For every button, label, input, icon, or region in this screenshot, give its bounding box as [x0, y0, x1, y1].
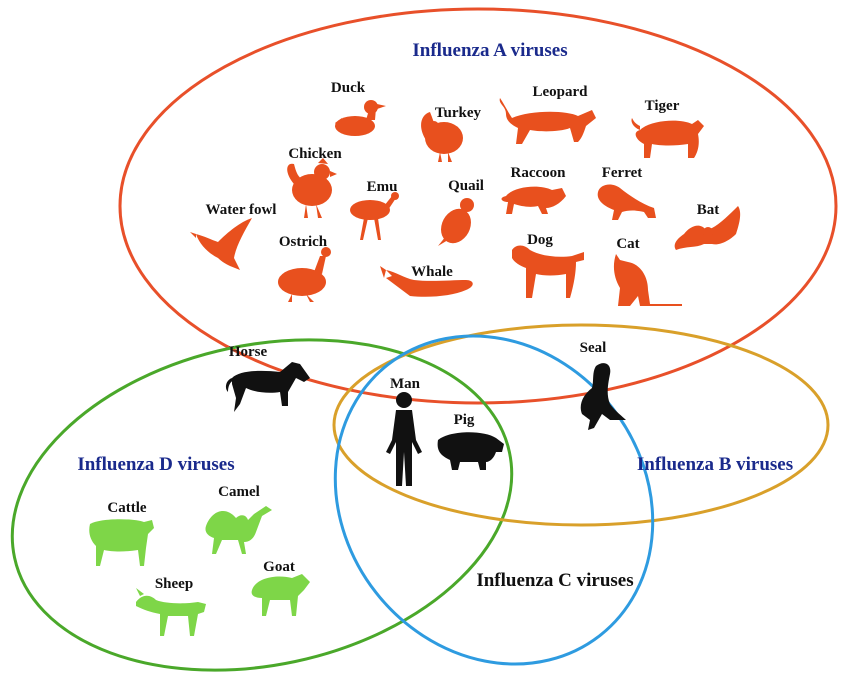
tiger-icon: [631, 118, 704, 158]
dog-label: Dog: [527, 232, 553, 248]
pig-icon: [437, 432, 504, 470]
seal-label: Seal: [580, 340, 607, 356]
camel-icon: [205, 506, 272, 554]
influenza-a-ellipse: [118, 7, 838, 405]
man-icon: [386, 392, 422, 486]
tiger-label: Tiger: [645, 98, 680, 114]
water-fowl-label: Water fowl: [206, 202, 277, 218]
raccoon-icon: [501, 186, 566, 214]
influenza-c-ellipse: [333, 334, 655, 666]
goat-icon: [251, 574, 310, 616]
raccoon-label: Raccoon: [511, 165, 567, 181]
whale-icon: [380, 266, 473, 297]
emu-icon: [350, 192, 399, 240]
bat-label: Bat: [697, 202, 720, 218]
influenza-d-title: Influenza D viruses: [77, 454, 234, 475]
water-fowl-icon: [190, 218, 252, 270]
dog-icon: [512, 245, 584, 298]
goat-label: Goat: [263, 559, 295, 575]
influenza-c-title: Influenza C viruses: [476, 570, 633, 591]
camel-label: Camel: [218, 484, 260, 500]
leopard-label: Leopard: [532, 84, 588, 100]
ferret-icon: [597, 184, 656, 220]
quail-icon: [438, 198, 474, 246]
influenza-d-ellipse: [10, 338, 514, 672]
cattle-label: Cattle: [107, 500, 146, 516]
duck-icon: [335, 100, 386, 136]
horse-label: Horse: [229, 344, 268, 360]
seal-icon: [580, 363, 626, 430]
man-label: Man: [390, 376, 421, 392]
sheep-label: Sheep: [155, 576, 193, 592]
horse-icon: [225, 362, 310, 412]
influenza-b-title: Influenza B viruses: [637, 454, 793, 475]
cat-label: Cat: [616, 236, 639, 252]
ferret-label: Ferret: [602, 165, 643, 181]
turkey-label: Turkey: [435, 105, 482, 121]
whale-label: Whale: [411, 264, 453, 280]
cattle-icon: [89, 519, 154, 566]
chicken-icon: [287, 158, 337, 218]
influenza-a-title: Influenza A viruses: [412, 40, 567, 61]
emu-label: Emu: [367, 179, 398, 195]
ostrich-icon: [278, 247, 331, 302]
chicken-label: Chicken: [288, 146, 342, 162]
turkey-icon: [421, 112, 463, 162]
sheep-icon: [136, 588, 206, 636]
cat-icon: [613, 254, 682, 306]
leopard-icon: [499, 98, 596, 144]
duck-label: Duck: [331, 80, 366, 96]
quail-label: Quail: [448, 178, 484, 194]
bat-icon: [674, 206, 741, 250]
influenza-b-ellipse: [332, 323, 830, 527]
pig-label: Pig: [454, 412, 475, 428]
ostrich-label: Ostrich: [279, 234, 328, 250]
